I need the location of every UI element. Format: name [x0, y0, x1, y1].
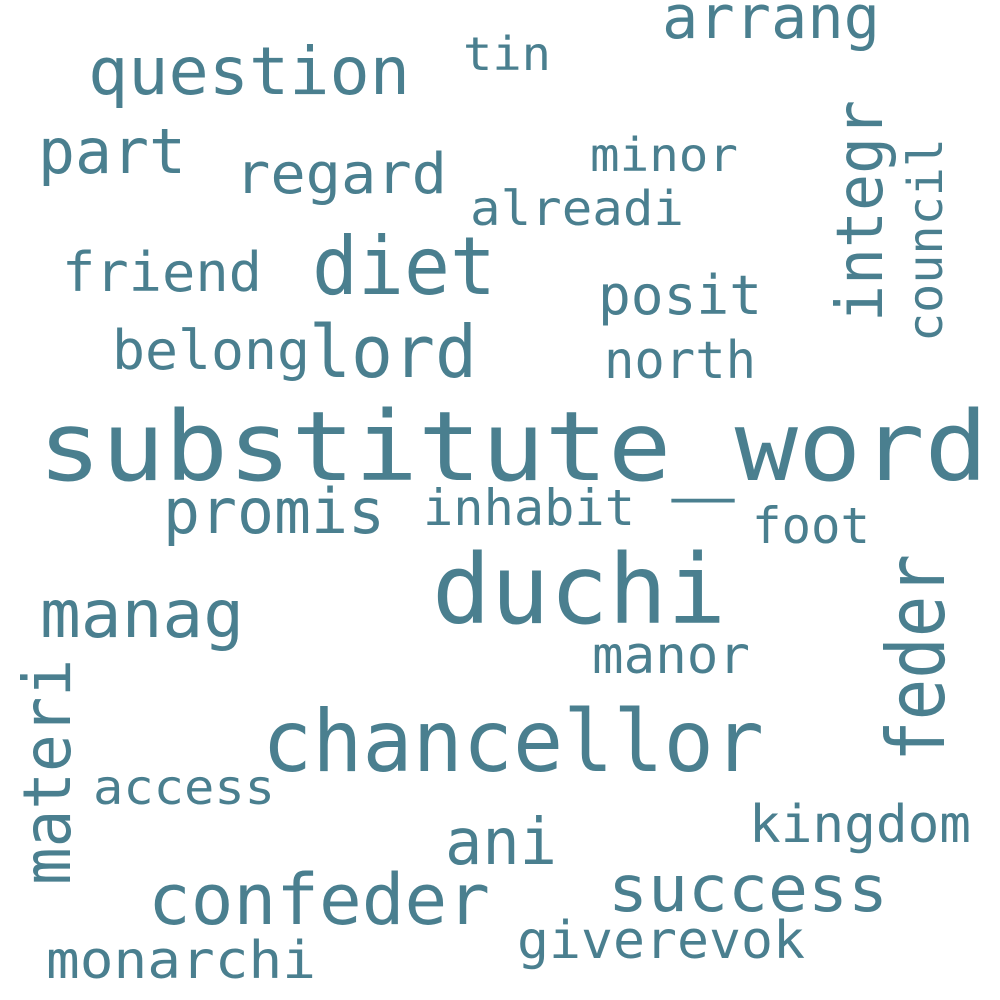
- word-giverevok: giverevok: [517, 911, 805, 971]
- word-manag: manag: [40, 576, 244, 653]
- word-manor: manor: [592, 626, 750, 686]
- word-arrang: arrang: [662, 0, 880, 53]
- word-inhabit: inhabit: [423, 479, 635, 537]
- word-ani: ani: [445, 806, 557, 880]
- word-duchi: duchi: [432, 534, 726, 646]
- word-minor: minor: [590, 128, 738, 182]
- word-access: access: [93, 760, 275, 816]
- word-part: part: [38, 115, 186, 188]
- word-confeder: confeder: [148, 859, 490, 941]
- word-foot: foot: [752, 497, 870, 555]
- word-tin: tin: [463, 27, 551, 81]
- word-regard: regard: [235, 142, 447, 207]
- word-council: council: [898, 138, 954, 342]
- word-friend: friend: [62, 241, 262, 304]
- word-integr: integr: [824, 100, 898, 322]
- word-question: question: [88, 33, 410, 110]
- word-feder: feder: [870, 554, 963, 762]
- word-monarchi: monarchi: [46, 931, 316, 991]
- word-alreadi: alreadi: [470, 181, 684, 237]
- word-success: success: [608, 853, 888, 927]
- word-lord: lord: [309, 310, 477, 394]
- word-chancellor: chancellor: [262, 692, 764, 792]
- word-promis: promis: [163, 475, 385, 548]
- word-kingdom: kingdom: [749, 795, 971, 855]
- word-diet: diet: [312, 220, 496, 313]
- word-posit: posit: [598, 264, 762, 327]
- word-materi: materi: [9, 659, 86, 885]
- word-substitute_word: substitute_word: [38, 391, 988, 503]
- word-belong: belong: [112, 319, 310, 382]
- word-north: north: [604, 331, 756, 391]
